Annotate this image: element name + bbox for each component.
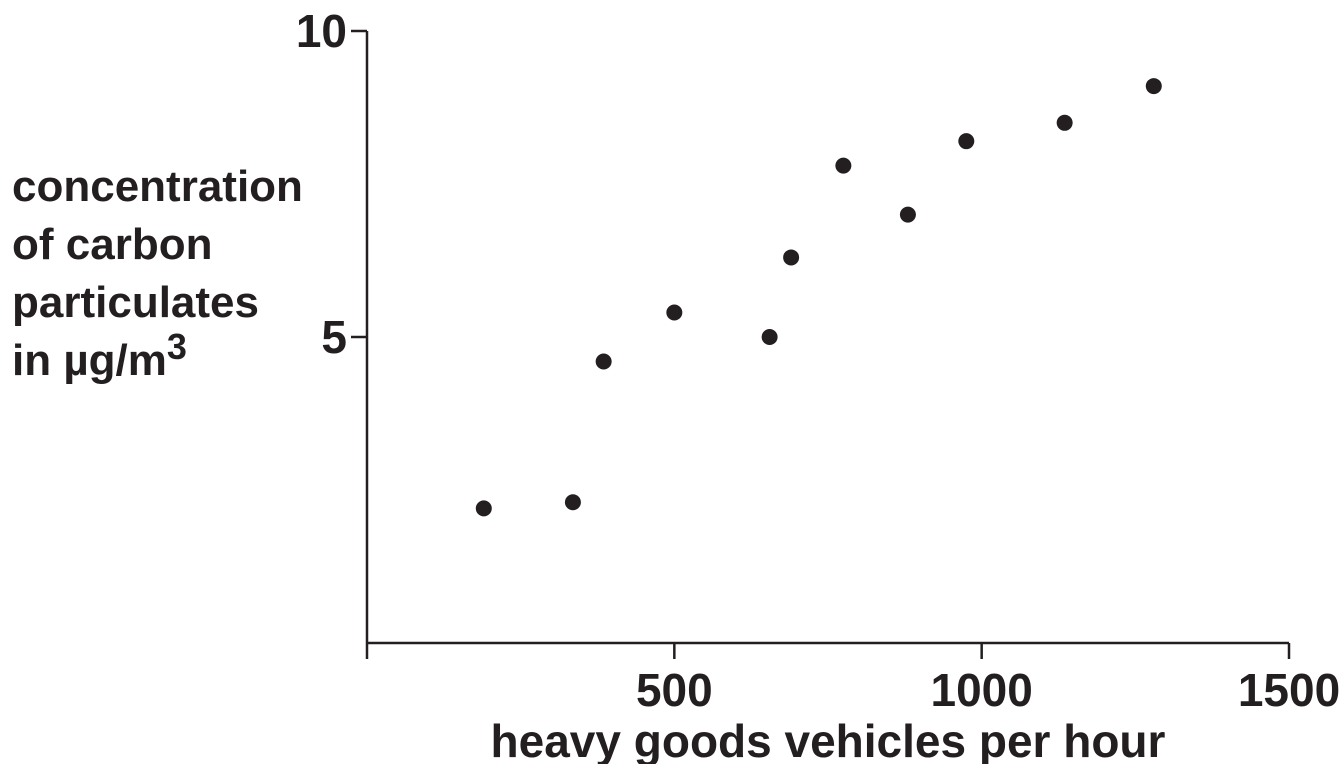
x-tick-label: 500 (636, 664, 713, 716)
ticks: 500 1000 1500 5 10 (296, 5, 1340, 716)
x-axis-label: heavy goods vehicles per hour (491, 715, 1166, 764)
data-point (666, 304, 683, 321)
data-point (1056, 114, 1073, 131)
y-axis-label-superscript: 3 (166, 326, 187, 367)
data-point (564, 494, 581, 511)
data-point (1145, 78, 1162, 95)
y-axis-label-line-4: in µg/m3 (12, 329, 352, 390)
data-points (475, 78, 1162, 517)
data-point (761, 329, 778, 345)
axes (365, 31, 1289, 659)
y-axis-label-line-2: of carbon (12, 220, 213, 269)
y-tick-label: 10 (296, 5, 347, 57)
y-tick-label: 5 (321, 311, 347, 363)
x-tick-label: 1000 (930, 664, 1032, 716)
data-point (899, 206, 916, 223)
y-axis-label-line-3: particulates (12, 278, 259, 327)
data-point (958, 133, 975, 150)
data-point (835, 157, 852, 174)
y-axis-label: concentration of carbon particulates in … (12, 158, 352, 390)
data-point (475, 500, 492, 517)
x-tick-label: 1500 (1238, 664, 1340, 716)
data-point (783, 249, 800, 266)
y-axis-label-line-1: concentration (12, 162, 303, 211)
y-axis-label-unit: in µg/m (12, 336, 167, 385)
data-point (595, 353, 612, 370)
